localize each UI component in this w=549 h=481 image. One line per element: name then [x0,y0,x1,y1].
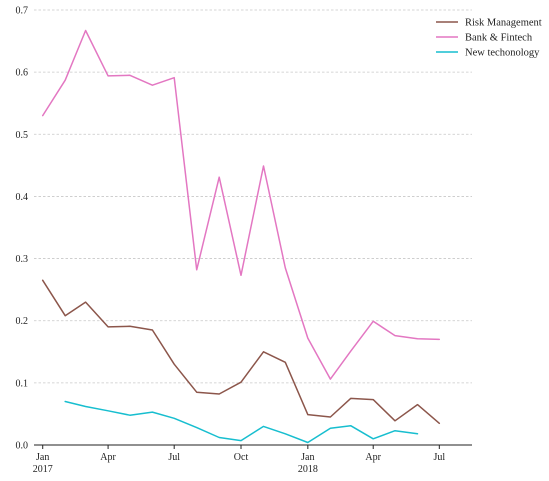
x-tick-year-label: 2018 [298,464,318,475]
x-tick-label: Oct [234,452,249,463]
grid-lines [34,9,472,384]
x-tick-label: Jul [168,452,180,463]
x-tick-year-label: 2017 [33,464,53,475]
y-tick-label: 0.3 [16,254,29,265]
x-tick-label: Jan [301,452,314,463]
x-tick-label: Apr [100,452,116,463]
y-tick-label: 0.6 [16,68,29,79]
x-tick-label: Apr [365,452,381,463]
legend-label: New techonology [465,48,540,59]
y-tick-label: 0.0 [16,441,29,452]
legend: Risk Management Bank & Fintech New techono… [436,18,542,59]
x-tick-label: Jan [36,452,49,463]
y-tick-label: 0.7 [16,6,29,17]
series-line [64,400,419,444]
y-tick-label: 0.5 [16,130,29,141]
series-line [41,279,441,425]
legend-label: Risk Management [465,18,542,29]
y-tick-label: 0.1 [16,378,29,389]
x-tick-label: Jul [433,452,445,463]
legend-label: Bank & Fintech [465,33,533,44]
y-tick-label: 0.2 [16,316,29,327]
y-tick-label: 0.4 [16,192,29,203]
series-lines [41,29,441,444]
series-line [41,29,441,380]
